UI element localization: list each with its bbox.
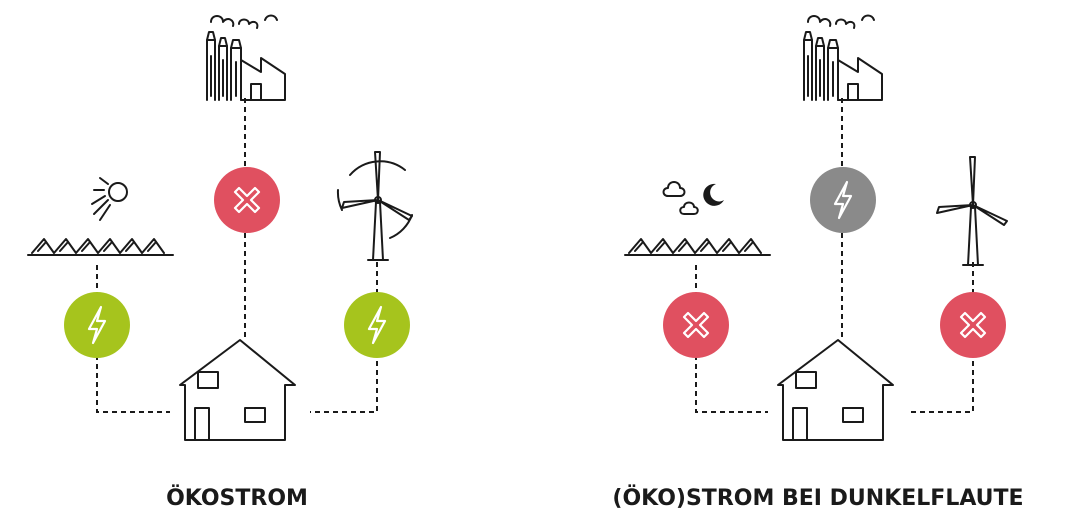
status-blocked [940, 292, 1006, 358]
wind-turbine [338, 152, 412, 260]
solar-panel [625, 239, 770, 255]
panel-label: (ÖKO)STROM BEI DUNKELFLAUTE [612, 485, 1023, 511]
status-blocked [663, 292, 729, 358]
sun-icon [92, 178, 127, 220]
diagram: ÖKOSTROM (ÖKO)STROM BEI DUNKELFLAUTE [0, 0, 1077, 524]
solar-panel [28, 239, 173, 255]
status-reserve [810, 167, 876, 233]
power-plant [804, 16, 882, 101]
wind-turbine [937, 157, 1007, 265]
status-ok [64, 292, 130, 358]
power-plant [207, 16, 285, 101]
panel-left: ÖKOSTROM [28, 16, 412, 512]
status-blocked [214, 167, 280, 233]
night-icon [664, 182, 725, 214]
panel-label: ÖKOSTROM [166, 485, 308, 511]
panel-right: (ÖKO)STROM BEI DUNKELFLAUTE [612, 16, 1023, 512]
status-ok [344, 292, 410, 358]
